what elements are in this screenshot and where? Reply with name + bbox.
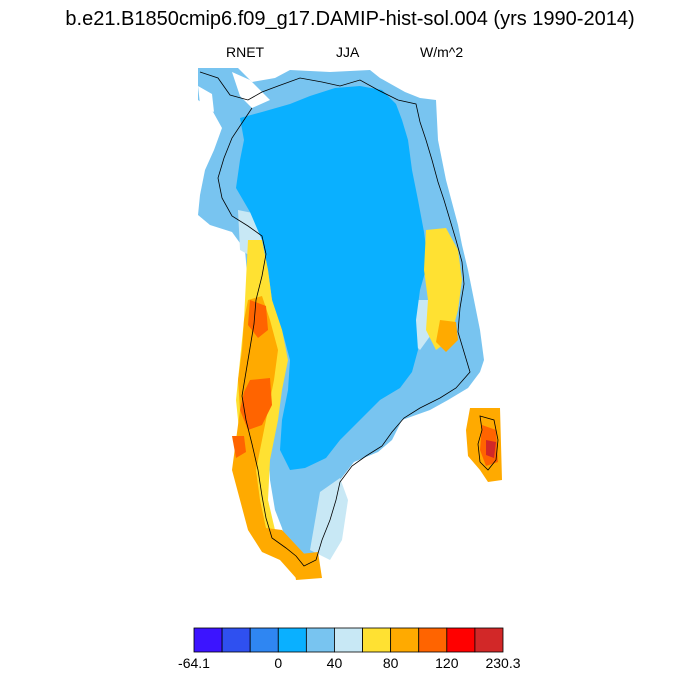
colorbar-tick-label: 0 — [274, 655, 283, 671]
colorbar-tick-label: -64.1 — [178, 655, 210, 671]
south-tip-orange — [292, 552, 322, 580]
variable-label: RNET — [226, 44, 265, 60]
island-coastline — [477, 415, 499, 471]
colorbar-swatch — [334, 627, 363, 653]
north-gap-3 — [198, 86, 214, 112]
colorbar-swatch — [193, 627, 223, 653]
colorbar-swatch — [305, 627, 335, 653]
ice-interior — [236, 86, 428, 470]
colorbar-swatch — [249, 627, 279, 653]
west-hot-patch-3 — [232, 436, 246, 458]
colorbar-swatch — [446, 627, 476, 653]
east-orange-patch — [436, 320, 458, 352]
east-warm-band — [424, 228, 462, 350]
colorbar-swatch — [390, 627, 420, 653]
season-label: JJA — [336, 44, 360, 60]
units-label: W/m^2 — [420, 44, 464, 60]
west-hot-patch-2 — [240, 378, 272, 430]
colorbar-tick-label: 120 — [435, 655, 459, 671]
colorbar-swatch — [221, 627, 251, 653]
coastline — [199, 71, 471, 567]
colorbar-tick-label: 80 — [382, 655, 399, 671]
colorbar-swatch — [277, 627, 307, 653]
colorbar-tick-label: 40 — [326, 655, 343, 671]
north-gap-1 — [232, 72, 270, 108]
colorbar — [193, 627, 504, 653]
colorbar-swatch — [418, 627, 448, 653]
island-east-red — [486, 440, 496, 458]
pale-margin-se — [310, 478, 348, 560]
colorbar-swatch — [362, 627, 392, 653]
colorbar-swatch — [474, 627, 504, 653]
west-orange-band — [232, 296, 318, 578]
figure-title: b.e21.B1850cmip6.f09_g17.DAMIP-hist-sol.… — [65, 8, 635, 30]
colorbar-tick-label: 230.3 — [485, 655, 521, 671]
